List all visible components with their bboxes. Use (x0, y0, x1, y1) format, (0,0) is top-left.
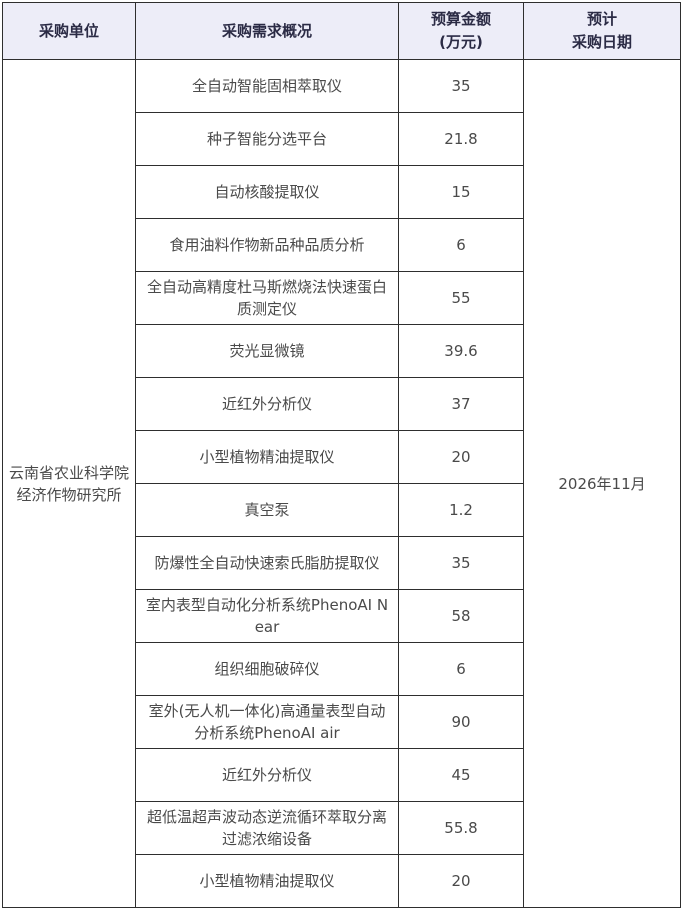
table-row: 室外(无人机一体化)高通量表型自动分析系统PhenoAI air 90 (3, 695, 681, 749)
item-cell: 全自动智能固相萃取仪 (135, 59, 399, 113)
header-date-line1: 预计 (586, 10, 617, 28)
table-row: 自动核酸提取仪 15 (3, 165, 681, 219)
item-cell: 自动核酸提取仪 (135, 165, 399, 219)
budget-cell: 15 (398, 165, 524, 219)
item-cell: 小型植物精油提取仪 (135, 430, 399, 484)
header-budget-line1: 预算金额 (430, 10, 491, 28)
item-cell: 组织细胞破碎仪 (135, 642, 399, 696)
header-demand: 采购需求概况 (135, 2, 399, 60)
unit-name-line1: 云南省农业科学院 (9, 463, 130, 482)
table-row: 全自动高精度杜马斯燃烧法快速蛋白质测定仪 55 (3, 271, 681, 325)
table-row: 超低温超声波动态逆流循环萃取分离过滤浓缩设备 55.8 (3, 801, 681, 855)
budget-cell: 35 (398, 59, 524, 113)
budget-cell: 1.2 (398, 483, 524, 537)
budget-cell: 21.8 (398, 112, 524, 166)
budget-cell: 35 (398, 536, 524, 590)
procurement-unit-cell: 云南省农业科学院 经济作物研究所 (2, 59, 136, 908)
table-row: 荧光显微镜 39.6 (3, 324, 681, 378)
item-cell: 近红外分析仪 (135, 748, 399, 802)
header-date: 预计 采购日期 (523, 2, 681, 60)
item-cell: 室内表型自动化分析系统PhenoAI Near (135, 589, 399, 643)
table-row: 种子智能分选平台 21.8 (3, 112, 681, 166)
header-unit: 采购单位 (2, 2, 136, 60)
budget-cell: 6 (398, 218, 524, 272)
budget-cell: 45 (398, 748, 524, 802)
budget-cell: 90 (398, 695, 524, 749)
budget-cell: 20 (398, 430, 524, 484)
budget-cell: 37 (398, 377, 524, 431)
table-row: 食用油料作物新品种品质分析 6 (3, 218, 681, 272)
item-cell: 真空泵 (135, 483, 399, 537)
budget-cell: 58 (398, 589, 524, 643)
table-row: 云南省农业科学院 经济作物研究所 全自动智能固相萃取仪 35 2026年11月 (2, 59, 681, 908)
table-row: 小型植物精油提取仪 20 (3, 430, 681, 484)
budget-cell: 55 (398, 271, 524, 325)
budget-cell: 6 (398, 642, 524, 696)
table-header-row: 采购单位 采购需求概况 预算金额 (万元) 预计 采购日期 (2, 2, 681, 60)
item-cell: 荧光显微镜 (135, 324, 399, 378)
item-cell: 超低温超声波动态逆流循环萃取分离过滤浓缩设备 (135, 801, 399, 855)
item-cell: 种子智能分选平台 (135, 112, 399, 166)
budget-cell: 55.8 (398, 801, 524, 855)
item-cell: 防爆性全自动快速索氏脂肪提取仪 (135, 536, 399, 590)
item-cell: 食用油料作物新品种品质分析 (135, 218, 399, 272)
table-row: 室内表型自动化分析系统PhenoAI Near 58 (3, 589, 681, 643)
item-cell: 小型植物精油提取仪 (135, 854, 399, 908)
item-cell: 近红外分析仪 (135, 377, 399, 431)
header-date-line2: 采购日期 (571, 33, 632, 51)
table-row: 小型植物精油提取仪 20 (3, 854, 681, 908)
table-row: 组织细胞破碎仪 6 (3, 642, 681, 696)
item-cell: 全自动高精度杜马斯燃烧法快速蛋白质测定仪 (135, 271, 399, 325)
header-budget-line2: (万元) (439, 33, 483, 51)
planned-date-cell: 2026年11月 (523, 59, 681, 908)
unit-name-line2: 经济作物研究所 (16, 485, 122, 504)
budget-cell: 39.6 (398, 324, 524, 378)
table-row: 真空泵 1.2 (3, 483, 681, 537)
item-cell: 室外(无人机一体化)高通量表型自动分析系统PhenoAI air (135, 695, 399, 749)
header-budget: 预算金额 (万元) (398, 2, 524, 60)
budget-cell: 20 (398, 854, 524, 908)
